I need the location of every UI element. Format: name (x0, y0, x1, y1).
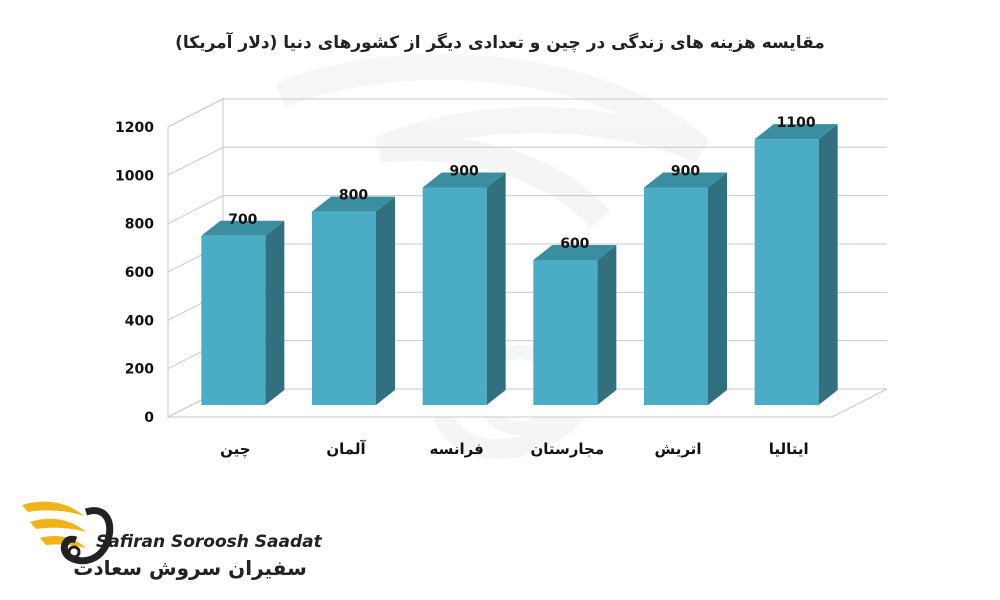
bird-emblem-icon (22, 501, 114, 565)
x-tick-label: آلمان (326, 440, 366, 458)
bar-side (265, 220, 285, 405)
data-label: 800 (339, 188, 368, 204)
x-axis: چین آلمان فرانسه مجارستان اتریش ایتالیا (220, 440, 809, 459)
bar-side (708, 172, 727, 405)
y-tick-label: 800 (125, 217, 154, 233)
gridline-side (167, 146, 224, 176)
bar-front (754, 139, 819, 405)
wing-shape (30, 518, 86, 532)
chart-title: مقایسه هزینه های زندگی در چین و تعدادی د… (175, 31, 825, 53)
bar-side (818, 124, 838, 405)
y-tick-label: 1000 (115, 168, 154, 184)
gridline-side (167, 98, 224, 128)
x-tick-label: اتریش (655, 440, 702, 458)
bar-side (376, 196, 395, 405)
bar: 900 (422, 163, 506, 405)
bar: 600 (533, 236, 617, 405)
bar-top (533, 244, 617, 260)
bar-side (597, 244, 617, 405)
bar-top (422, 172, 506, 188)
y-tick-label: 200 (125, 362, 154, 378)
bar: 800 (312, 188, 395, 405)
bar: 900 (644, 163, 727, 405)
brand-name-en: Safiran Soroosh Saadat (96, 532, 323, 552)
bar: 1100 (754, 115, 838, 405)
x-tick-label: ایتالیا (769, 440, 809, 458)
bar-top (201, 220, 285, 236)
brand-name-fa: سفیران سروش سعادت (73, 556, 307, 580)
bar-side (486, 172, 506, 405)
bar: 700 (201, 212, 285, 405)
bar-top (754, 124, 838, 140)
bar-top (312, 196, 395, 212)
data-label: 900 (671, 163, 700, 179)
data-label: 1100 (777, 115, 816, 131)
data-label: 900 (450, 163, 479, 179)
y-tick-label: 600 (125, 265, 154, 281)
bar-front (201, 235, 266, 405)
bar-front (312, 211, 376, 405)
bar-front (644, 187, 708, 405)
x-tick-label: چین (220, 440, 250, 459)
y-tick-label: 0 (144, 410, 154, 426)
y-axis: 0 200 400 600 800 1000 1200 (115, 120, 154, 426)
wing-shape (22, 501, 84, 516)
data-label: 700 (228, 212, 257, 228)
gridline-side (167, 195, 224, 225)
x-tick-label: فرانسه (430, 440, 484, 458)
y-tick-label: 400 (125, 313, 154, 329)
y-tick-label: 1200 (115, 120, 154, 136)
bars: 700 800 900 600 900 1100 (201, 115, 838, 405)
data-label: 600 (560, 236, 589, 252)
bar-front (422, 187, 487, 405)
x-tick-label: مجارستان (530, 440, 604, 458)
bar-top (644, 172, 727, 188)
bar-front (533, 259, 598, 405)
brand-logo: Safiran Soroosh Saadat سفیران سروش سعادت (22, 501, 323, 580)
